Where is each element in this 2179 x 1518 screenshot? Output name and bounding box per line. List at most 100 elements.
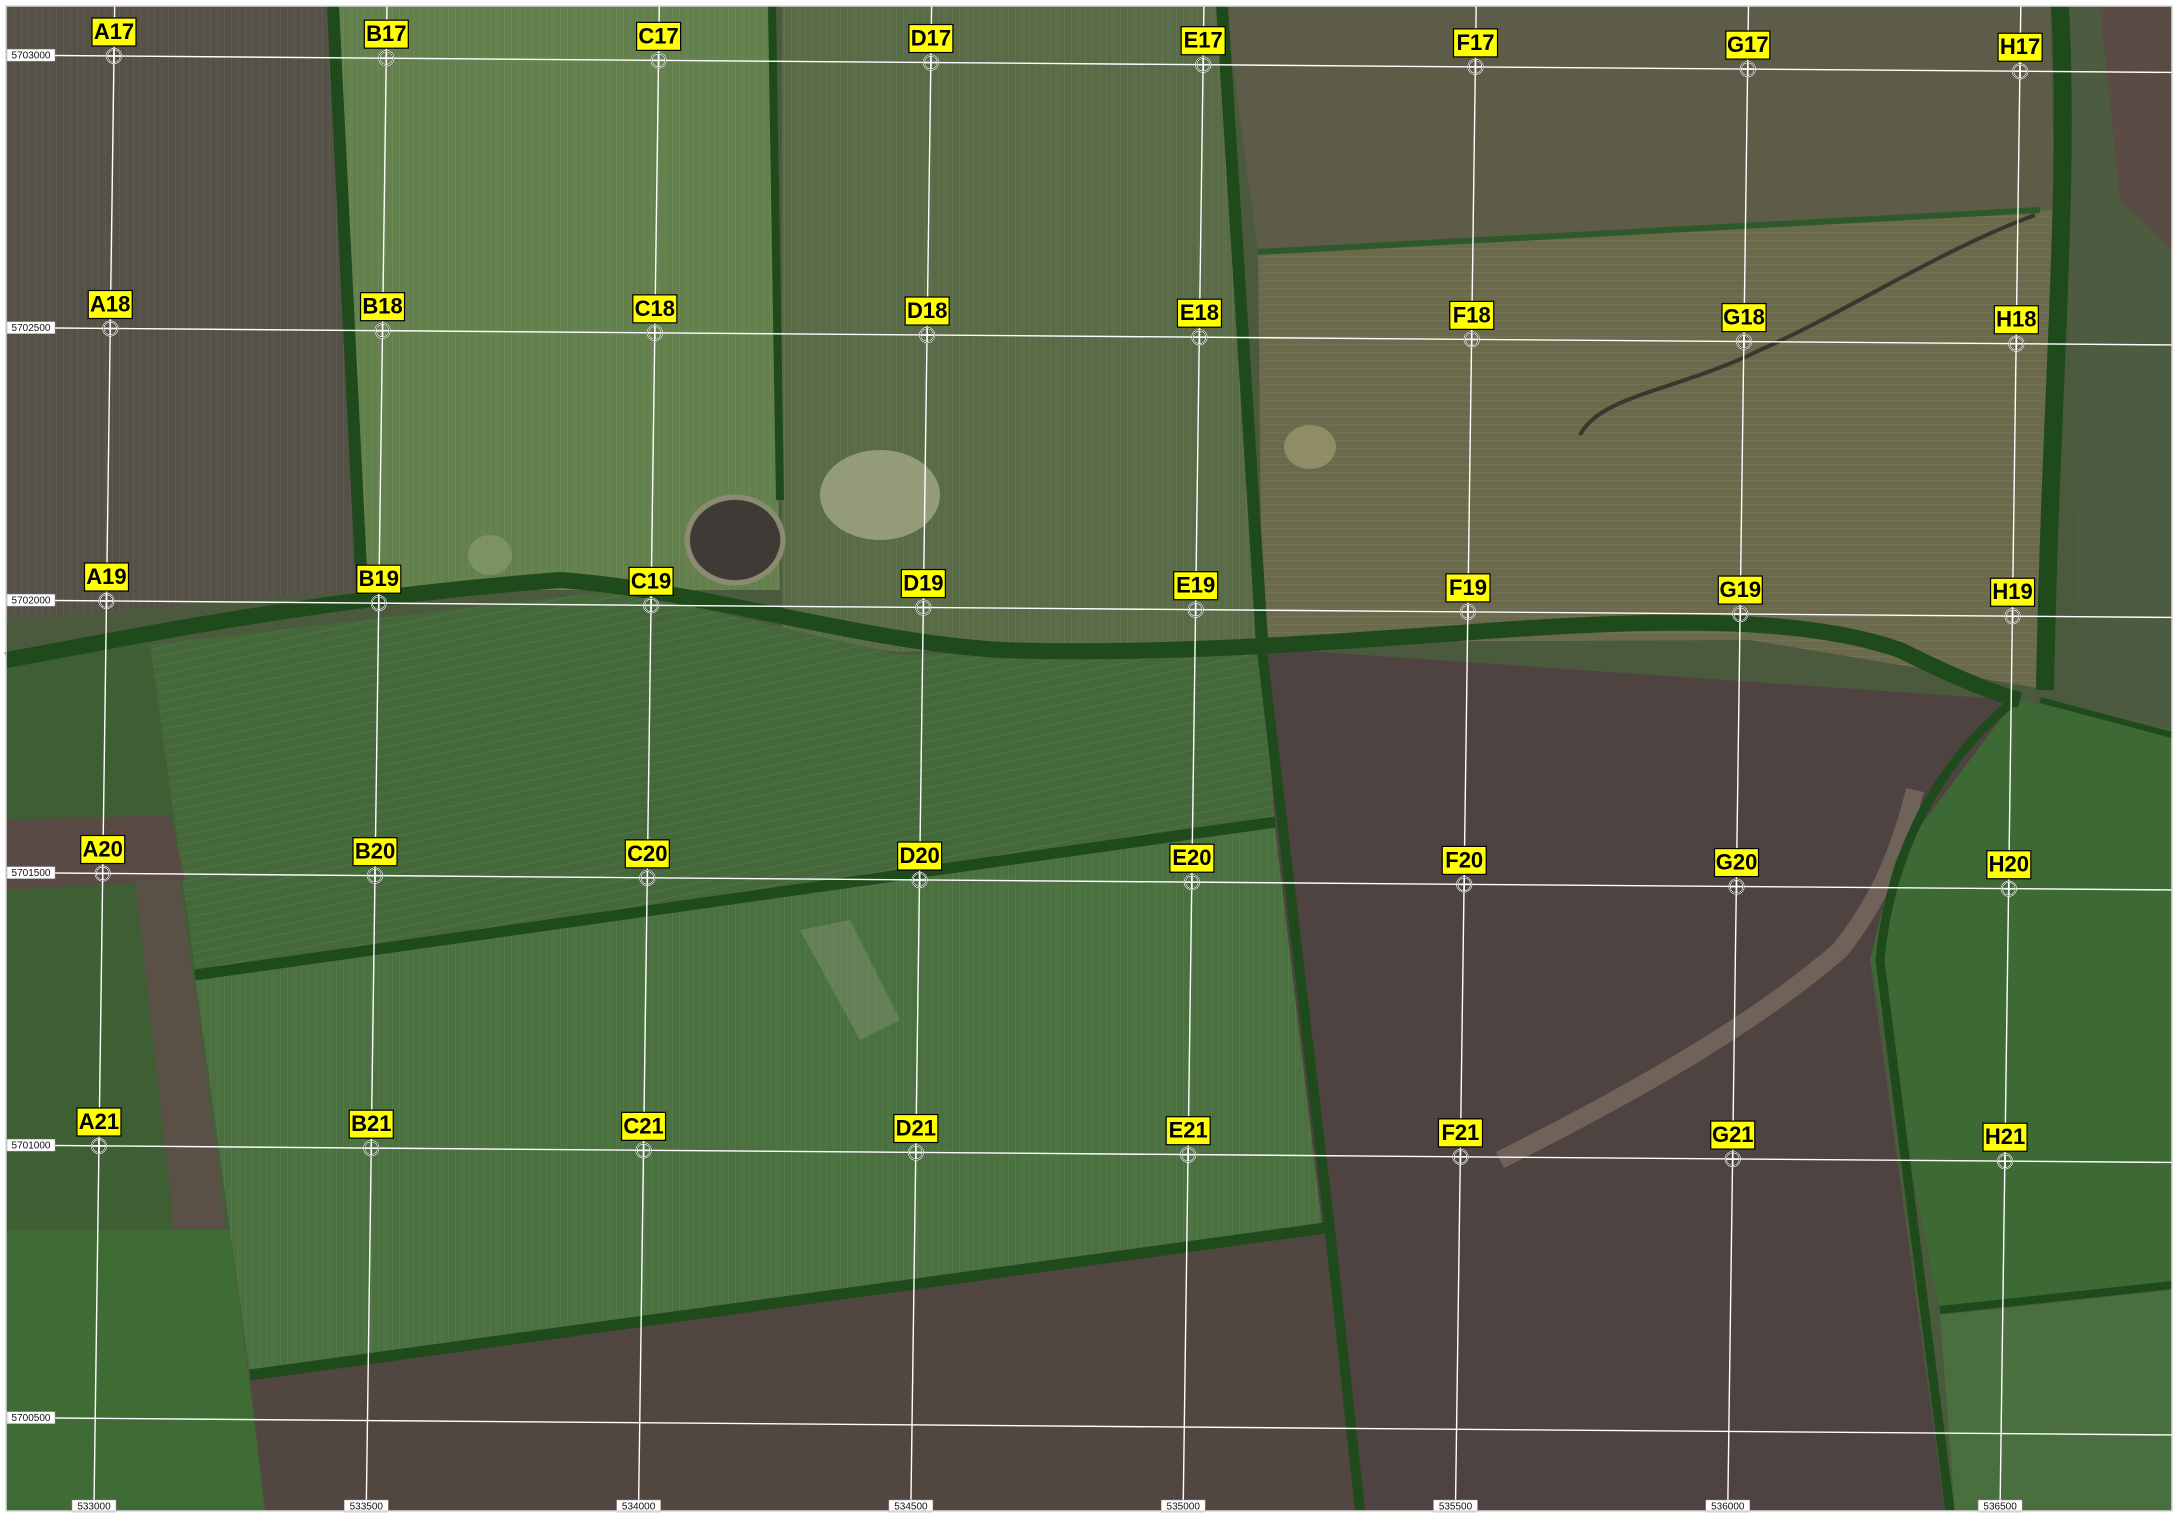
easting-label: 534000 <box>616 1499 661 1513</box>
grid-label-text: D18 <box>907 298 947 323</box>
grid-point-h17[interactable]: H17 <box>1997 32 2043 80</box>
crosshair-circle-icon <box>1724 1151 1741 1168</box>
crosshair-circle-icon <box>98 593 115 609</box>
grid-point-g17[interactable]: G17 <box>1725 30 1771 78</box>
easting-label: 536000 <box>1705 1499 1751 1513</box>
grid-label-box <box>624 839 670 869</box>
grid-label-box <box>363 19 409 49</box>
crosshair-circle-icon <box>1459 603 1476 620</box>
grid-label-box <box>1449 300 1495 330</box>
crosshair-circle-icon <box>370 595 387 612</box>
grid-point-a18[interactable]: A18 <box>87 289 133 337</box>
grid-label-box <box>635 21 682 51</box>
grid-point-a20[interactable]: A20 <box>80 834 126 882</box>
grid-point-f21[interactable]: F21 <box>1437 1118 1484 1165</box>
crosshair-circle-icon <box>919 327 936 344</box>
grid-point-a17[interactable]: A17 <box>91 17 137 64</box>
easting-label-text: 535000 <box>1167 1502 1201 1513</box>
grid-point-d19[interactable]: D19 <box>900 568 946 616</box>
northing-grid-line <box>5 54 2173 74</box>
crosshair-circle-icon <box>907 1144 924 1161</box>
grid-point-e19[interactable]: E19 <box>1173 571 1219 618</box>
grid-point-b18[interactable]: B18 <box>359 292 406 339</box>
grid-label-box <box>904 296 950 326</box>
easting-grid-line <box>910 5 933 1512</box>
grid-point-h19[interactable]: H19 <box>1989 577 2036 625</box>
grid-point-f20[interactable]: F20 <box>1441 845 1487 893</box>
grid-point-d17[interactable]: D17 <box>908 23 954 71</box>
grid-label-box <box>359 292 406 322</box>
grid-label-text: H20 <box>1989 852 2029 877</box>
grid-label-text: E17 <box>1184 28 1223 53</box>
crosshair-circle-icon <box>635 1142 652 1159</box>
grid-label-box <box>1169 843 1215 873</box>
grid-point-e20[interactable]: E20 <box>1169 843 1215 891</box>
grid-point-f17[interactable]: F17 <box>1452 28 1499 75</box>
grid-point-d21[interactable]: D21 <box>893 1113 939 1161</box>
easting-grid-line <box>637 5 660 1512</box>
easting-grid-line <box>365 5 388 1512</box>
grid-point-e18[interactable]: E18 <box>1176 298 1223 346</box>
crosshair-circle-icon <box>1456 876 1473 893</box>
grid-point-h18[interactable]: H18 <box>1993 305 2039 352</box>
grid-point-a19[interactable]: A19 <box>83 562 130 609</box>
grid-label-text: A19 <box>86 564 126 589</box>
easting-label: 535000 <box>1160 1499 1206 1513</box>
northing-label-text: 5700500 <box>12 1413 51 1424</box>
grid-label-text: G21 <box>1712 1122 1754 1147</box>
grid-point-e21[interactable]: E21 <box>1165 1116 1211 1163</box>
grid-label-box <box>1993 305 2039 335</box>
grid-label-box <box>91 17 137 47</box>
northing-label-text: 5701000 <box>12 1141 51 1152</box>
grid-label-box <box>1710 1120 1756 1150</box>
grid-label-box <box>1989 577 2036 607</box>
grid-label-text: F21 <box>1441 1120 1479 1145</box>
grid-label-text: G17 <box>1727 32 1769 57</box>
grid-point-g21[interactable]: G21 <box>1710 1120 1756 1168</box>
grid-point-g20[interactable]: G20 <box>1713 847 1760 895</box>
grid-point-g19[interactable]: G19 <box>1717 575 1763 623</box>
grid-label-box <box>1721 302 1767 333</box>
grid-point-h20[interactable]: H20 <box>1986 850 2032 897</box>
grid-label-text: G19 <box>1719 577 1761 602</box>
crosshair-circle-icon <box>1195 56 1212 73</box>
grid-point-b20[interactable]: B20 <box>352 837 398 884</box>
grid-label-text: H18 <box>1996 307 2036 332</box>
grid-point-g18[interactable]: G18 <box>1721 302 1767 350</box>
grid-point-d18[interactable]: D18 <box>904 296 950 344</box>
grid-point-a21[interactable]: A21 <box>76 1107 122 1154</box>
map-frame <box>5 5 2173 1512</box>
crosshair-circle-icon <box>1736 333 1753 350</box>
grid-point-b21[interactable]: B21 <box>348 1109 394 1157</box>
grid-point-h21[interactable]: H21 <box>1982 1122 2028 1170</box>
grid-label-text: C18 <box>635 296 675 321</box>
grid-point-c18[interactable]: C18 <box>632 294 678 341</box>
easting-grid-line <box>1182 5 1205 1512</box>
grid-point-c19[interactable]: C19 <box>628 566 674 614</box>
grid-label-text: B17 <box>366 21 406 46</box>
grid-point-e17[interactable]: E17 <box>1180 26 1226 73</box>
grid-label-text: D19 <box>903 571 943 596</box>
grid-label-box <box>1173 571 1219 601</box>
grid-point-b19[interactable]: B19 <box>356 564 402 612</box>
grid-point-d20[interactable]: D20 <box>897 841 943 889</box>
grid-point-c20[interactable]: C20 <box>624 839 670 886</box>
easting-grid-line <box>1999 5 2022 1512</box>
crosshair-circle-icon <box>1187 601 1204 618</box>
grid-point-b17[interactable]: B17 <box>363 19 409 67</box>
grid-label-text: E20 <box>1172 845 1211 870</box>
northing-label-text: 5702000 <box>12 596 51 607</box>
grid-point-f19[interactable]: F19 <box>1445 573 1491 620</box>
grid-point-c17[interactable]: C17 <box>635 21 682 69</box>
grid-label-box <box>1717 575 1763 605</box>
grid-label-box <box>1165 1116 1211 1146</box>
easting-grid-line <box>1454 5 1477 1512</box>
grid-point-c21[interactable]: C21 <box>620 1111 667 1159</box>
grid-label-box <box>87 289 133 320</box>
northing-labels: 5703000 5702500 5702000 5701500 5701000 57005… <box>6 48 56 1424</box>
crosshair-circle-icon <box>94 865 111 882</box>
grid-label-box <box>632 294 678 324</box>
grid-label-text: B19 <box>359 566 399 591</box>
grid-point-f18[interactable]: F18 <box>1449 300 1495 348</box>
